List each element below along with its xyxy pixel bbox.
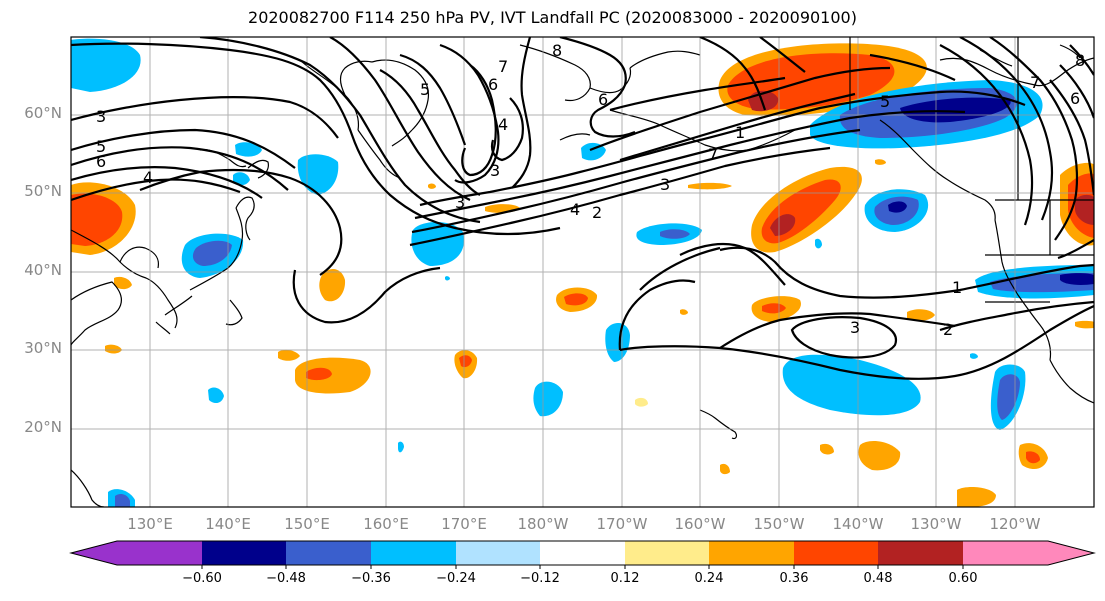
pv-contours (71, 37, 1094, 380)
lat-label: 20°N (24, 418, 62, 436)
colorbar-tick-label: 0.48 (863, 571, 893, 586)
colorbar-tick-label: −0.48 (266, 571, 306, 586)
contour-label: 5 (96, 137, 106, 156)
contour-label: 3 (490, 161, 500, 180)
contour-label: 1 (735, 123, 745, 142)
colorbar-tick-label: −0.12 (520, 571, 560, 586)
lat-label: 60°N (24, 104, 62, 122)
contour-label: 6 (96, 152, 106, 171)
colorbar-tick-label: −0.24 (436, 571, 476, 586)
lon-label: 170°E (441, 515, 487, 533)
colorbar-segment (625, 541, 709, 565)
contour-label: 7 (498, 57, 508, 76)
contour-label: 5 (880, 92, 890, 111)
lon-label: 150°E (284, 515, 330, 533)
map-title: 2020082700 F114 250 hPa PV, IVT Landfall… (248, 8, 857, 27)
contour-label: 6 (598, 90, 608, 109)
lon-label: 140°W (832, 515, 884, 533)
contour-label: 3 (850, 318, 860, 337)
lon-label: 160°W (674, 515, 726, 533)
lon-label: 140°E (205, 515, 251, 533)
lon-label: 180°W (517, 515, 569, 533)
lat-label: 50°N (24, 182, 62, 200)
lat-label: 40°N (24, 261, 62, 279)
contour-label: 5 (420, 80, 430, 99)
colorbar-tick-label: 0.60 (948, 571, 978, 586)
colorbar-segment (71, 541, 202, 565)
map-frame (70, 36, 1095, 508)
lon-label: 130°E (127, 515, 173, 533)
lon-label: 160°E (363, 515, 409, 533)
contour-label: 3 (96, 107, 106, 126)
contour-label: 2 (943, 320, 953, 339)
contour-labels: 3 5 6 4 8 7 6 5 4 3 3 6 7 1 2 3 4 5 6 7 … (96, 41, 1085, 339)
contour-label: 3 (455, 193, 465, 212)
lon-label: 170°W (596, 515, 648, 533)
colorbar-segment (878, 541, 963, 565)
contour-label: 8 (1075, 51, 1085, 70)
contour-label: 4 (570, 200, 580, 219)
contour-label: 3 (660, 175, 670, 194)
contour-label: 6 (488, 75, 498, 94)
colorbar-segment (963, 541, 1094, 565)
contour-label: 7 (708, 145, 718, 164)
contour-label: 7 (1030, 73, 1040, 92)
contour-label: 4 (498, 115, 508, 134)
map-plot-area: 3 5 6 4 8 7 6 5 4 3 3 6 7 1 2 3 4 5 6 7 … (71, 37, 1094, 507)
colorbar-segment (794, 541, 878, 565)
colorbar-tick-label: −0.60 (182, 571, 222, 586)
colorbar-tick-label: 0.24 (694, 571, 724, 586)
lon-label: 130°W (910, 515, 962, 533)
colorbar-segment (286, 541, 371, 565)
colorbar-segment (202, 541, 286, 565)
lon-label: 120°W (989, 515, 1041, 533)
contour-label: 8 (552, 41, 562, 60)
colorbar-segment (540, 541, 625, 565)
colorbar-segment (709, 541, 794, 565)
lat-label: 30°N (24, 339, 62, 357)
negative-anomaly-fills (71, 38, 1094, 507)
colorbar-segment (456, 541, 540, 565)
graticule (71, 37, 1094, 507)
contour-label: 1 (952, 278, 962, 297)
colorbar-tick-label: 0.12 (610, 571, 640, 586)
colorbar (69, 540, 1096, 569)
colorbar-segment (371, 541, 456, 565)
lon-label: 150°W (753, 515, 805, 533)
contour-label: 6 (1070, 89, 1080, 108)
colorbar-tick-label: −0.36 (351, 571, 391, 586)
contour-label: 2 (592, 203, 602, 222)
contour-label: 4 (143, 168, 153, 187)
colorbar-tick-label: 0.36 (779, 571, 809, 586)
